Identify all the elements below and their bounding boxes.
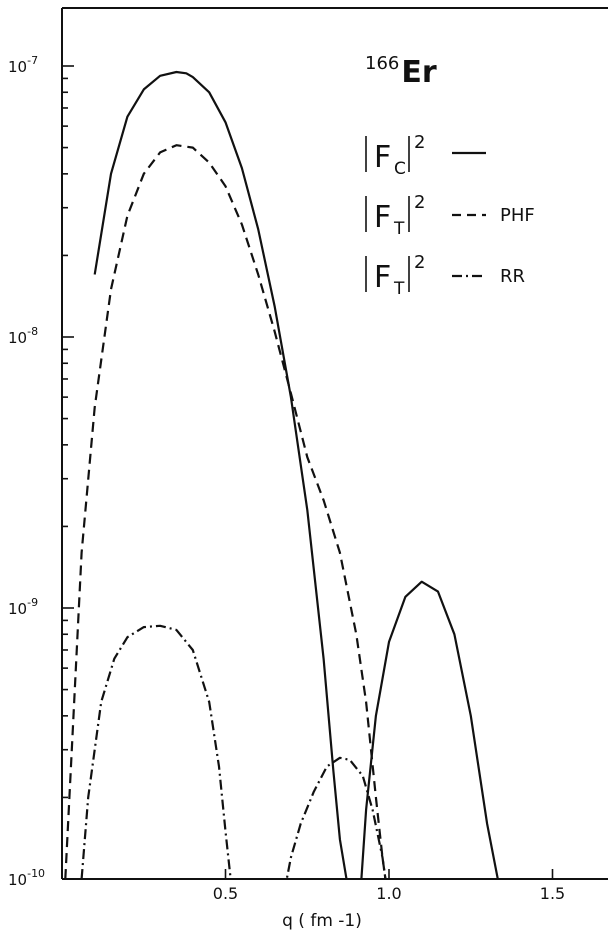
ticks: 0.5 1.0 1.5 10-7 10-8 10-9 10-10	[8, 54, 565, 903]
x-tick-label: 0.5	[213, 884, 238, 903]
legend-symbol: F	[374, 260, 391, 295]
legend-superscript: 2	[414, 192, 425, 213]
series-line-dashdot	[80, 624, 232, 879]
legend-subscript: C	[394, 159, 406, 179]
series-line-solid	[93, 70, 348, 879]
legend-subscript: T	[393, 219, 405, 239]
legend-entry-ft-phf: F T 2 PHF	[365, 192, 535, 239]
y-tick-label: 10-9	[8, 596, 38, 618]
y-tick-label: 10-7	[8, 54, 38, 76]
legend: F C 2 F T 2 PHF F T 2 RR	[365, 132, 535, 299]
legend-note-rr: RR	[500, 266, 525, 287]
chart-title: 166Er	[365, 53, 437, 90]
series-line-dashdot	[285, 756, 387, 879]
legend-symbol: F	[374, 140, 391, 175]
legend-note-phf: PHF	[500, 205, 535, 226]
curves	[64, 70, 499, 879]
y-tick-label: 10-8	[8, 325, 38, 347]
legend-entry-fc: F C 2	[365, 132, 486, 179]
legend-entry-ft-rr: F T 2 RR	[365, 252, 525, 299]
title-main: Er	[401, 55, 436, 90]
x-tick-label: 1.0	[376, 884, 401, 903]
legend-superscript: 2	[414, 132, 425, 153]
legend-symbol: F	[374, 200, 391, 235]
y-tick-label: 10-10	[8, 867, 45, 889]
series-line-solid	[360, 580, 499, 879]
legend-subscript: T	[393, 279, 405, 299]
title-superscript: 166	[365, 53, 399, 74]
legend-superscript: 2	[414, 252, 425, 273]
series-line-dashed	[64, 144, 387, 879]
x-tick-label: 1.5	[540, 884, 565, 903]
x-axis-label: q ( fm -1)	[282, 911, 362, 931]
